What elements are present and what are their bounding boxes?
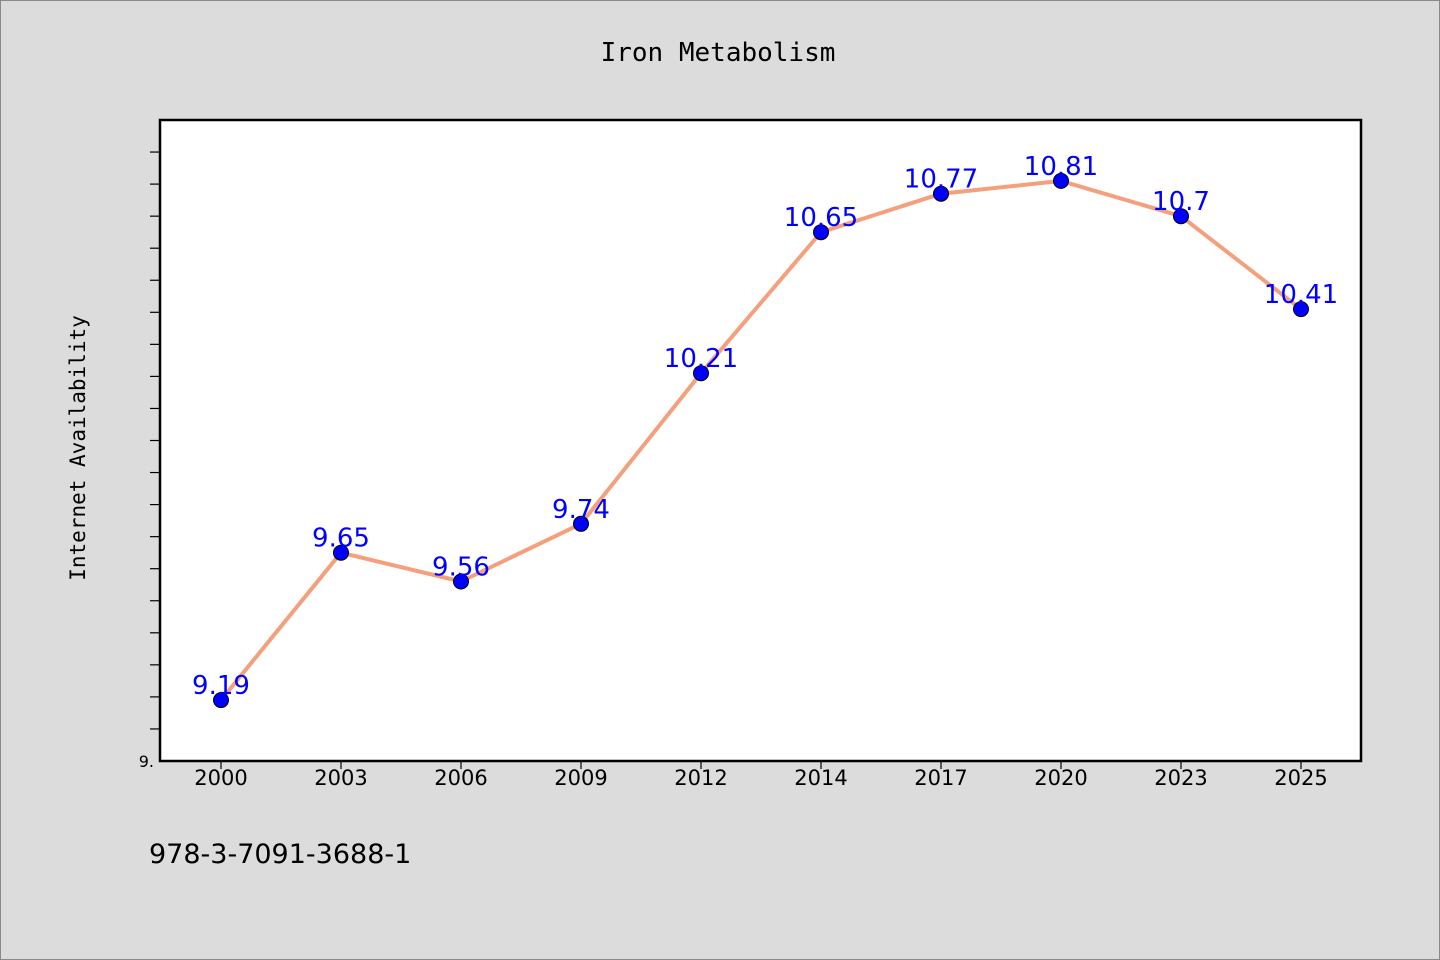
data-labels: 9.19 9.65 9.56 9.74 10.21 10.65 10.77 10.81 10.7… [192,152,1338,701]
data-point [933,185,949,202]
data-label: 10.77 [904,165,978,195]
data-label: 10.41 [1264,280,1338,310]
x-tick-label: 2017 [914,766,967,790]
y-axis-label: Internet Availability [66,315,90,581]
data-point [453,573,469,590]
data-label: 10.21 [664,344,738,374]
data-point [813,224,829,241]
data-point [213,692,229,709]
data-label: 9.19 [192,671,250,701]
series-line [219,178,1303,702]
data-points [213,172,1309,709]
isbn-text: 978-3-7091-3688-1 [149,839,411,870]
x-tick-label: 2000 [194,766,247,790]
plot-area [158,118,1363,763]
data-point [1173,208,1189,225]
chart-title: Iron Metabolism [601,38,836,68]
x-tick-label: 2006 [434,766,487,790]
data-point [333,544,349,561]
x-tick-label: 2014 [794,766,847,790]
data-point [1293,301,1309,318]
y-axis-ticks [150,151,159,730]
x-tick-label: 2023 [1154,766,1207,790]
x-tick-label: 2009 [554,766,607,790]
x-tick-label: 2012 [674,766,727,790]
data-label: 10.7 [1152,187,1210,217]
y-axis-tick-label: 9. [139,752,154,771]
x-tick-label: 2003 [314,766,367,790]
data-point [573,515,589,532]
data-label: 9.74 [552,495,610,525]
data-point [693,365,709,382]
x-axis: 2000 2003 2006 2009 2012 2014 2017 2020 2023 2025 [194,761,1328,790]
data-label: 10.81 [1024,152,1098,182]
data-label: 9.65 [312,524,370,554]
data-point [1053,172,1069,189]
x-tick-label: 2020 [1034,766,1087,790]
data-label: 9.56 [432,553,490,583]
data-label: 10.65 [784,203,858,233]
x-tick-label: 2025 [1274,766,1327,790]
